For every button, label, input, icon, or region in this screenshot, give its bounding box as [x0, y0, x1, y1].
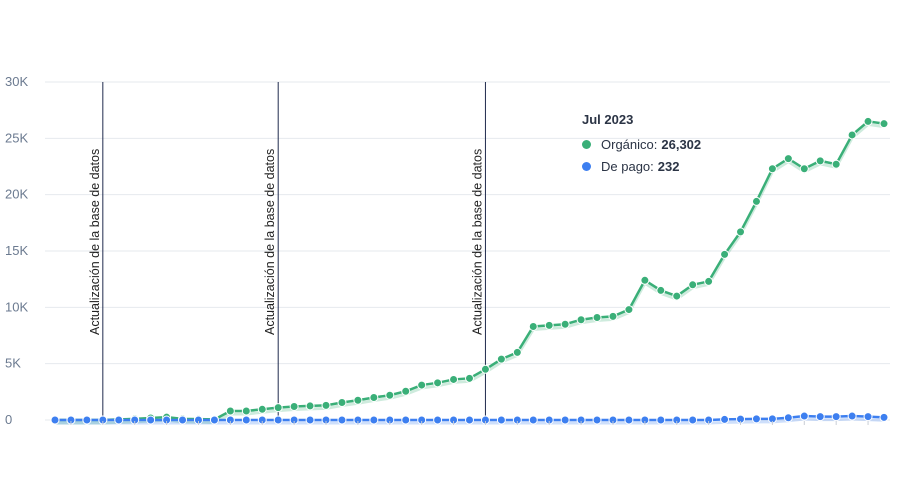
paid-point — [863, 412, 873, 422]
paid-point — [624, 415, 634, 425]
organic-point — [656, 285, 666, 295]
paid-point — [799, 411, 809, 421]
organic-point — [321, 400, 331, 410]
organic-point — [241, 406, 251, 416]
tooltip: Jul 2023 Orgánico: 26,302 De pago: 232 — [582, 112, 701, 177]
organic-point — [831, 159, 841, 169]
paid-point — [688, 415, 698, 425]
paid-point — [114, 415, 124, 425]
organic-legend-dot — [582, 139, 591, 149]
organic-point — [560, 319, 570, 329]
paid-point — [496, 415, 506, 425]
organic-point — [736, 227, 746, 237]
paid-point — [465, 415, 474, 425]
organic-point — [257, 404, 267, 414]
paid-point — [847, 411, 857, 421]
organic-point — [815, 156, 825, 166]
y-tick-label: 0 — [5, 412, 12, 427]
organic-point — [289, 401, 299, 411]
organic-point — [688, 280, 698, 290]
organic-point — [751, 196, 761, 206]
organic-point — [496, 354, 506, 364]
tooltip-row-organic: Orgánico: 26,302 — [582, 133, 701, 155]
paid-point — [560, 415, 570, 425]
organic-point — [353, 395, 363, 405]
annotation-label: Actualización de la base de datos — [88, 149, 102, 335]
paid-point — [369, 415, 379, 425]
organic-point — [385, 390, 395, 400]
paid-point — [337, 415, 347, 425]
annotation-label: Actualización de la base de datos — [470, 149, 484, 335]
y-tick-label: 15K — [5, 243, 28, 258]
paid-point — [783, 413, 793, 423]
tooltip-paid-value: 232 — [657, 158, 680, 174]
paid-point — [720, 414, 730, 424]
y-tick-label: 30K — [5, 74, 28, 89]
organic-point — [720, 249, 730, 259]
paid-legend-dot — [582, 161, 591, 171]
paid-point — [146, 415, 156, 425]
organic-point — [544, 320, 554, 330]
organic-point — [512, 347, 522, 357]
paid-point — [815, 412, 825, 422]
organic-point — [528, 321, 538, 331]
paid-point — [401, 415, 411, 425]
tooltip-paid-label: De pago — [601, 158, 651, 174]
organic-point — [401, 386, 411, 396]
paid-point — [241, 415, 251, 425]
organic-point — [767, 164, 777, 174]
organic-point — [624, 305, 634, 315]
organic-point — [576, 315, 586, 325]
organic-point — [305, 401, 315, 411]
paid-point — [751, 414, 761, 424]
organic-point — [847, 130, 857, 140]
paid-point — [178, 415, 188, 425]
paid-point — [831, 412, 841, 422]
x-axis-ticks — [70, 421, 869, 425]
annotation-lines: Actualización de la base de datos Actuali… — [88, 82, 486, 420]
organic-point — [480, 364, 490, 374]
organic-point — [337, 398, 347, 408]
organic-point — [640, 275, 650, 285]
y-tick-label: 25K — [5, 130, 28, 145]
organic-point — [863, 116, 873, 126]
organic-point — [449, 374, 459, 384]
organic-point — [704, 276, 714, 286]
tooltip-organic-value: 26,302 — [661, 136, 702, 152]
paid-point — [433, 415, 443, 425]
organic-point — [608, 311, 618, 321]
organic-point — [433, 378, 443, 388]
tooltip-row-paid: De pago: 232 — [582, 155, 701, 177]
paid-point — [528, 415, 538, 425]
organic-point — [273, 403, 283, 413]
organic-point — [369, 392, 379, 402]
paid-point — [305, 415, 315, 425]
y-tick-label: 5K — [5, 356, 21, 371]
paid-point — [50, 415, 60, 425]
paid-point — [82, 415, 92, 425]
organic-point — [783, 154, 793, 164]
paid-point — [879, 412, 889, 422]
tooltip-title: Jul 2023 — [582, 112, 634, 127]
grid-lines — [45, 81, 890, 421]
paid-point — [209, 415, 219, 425]
organic-point — [465, 373, 474, 383]
paid-point — [592, 415, 602, 425]
y-tick-label: 20K — [5, 187, 28, 202]
organic-point — [799, 164, 809, 174]
paid-point — [273, 415, 283, 425]
paid-point — [656, 415, 666, 425]
y-axis-tick-labels: 0 5K 10K 15K 20K 25K 30K — [5, 74, 28, 427]
organic-point — [879, 119, 889, 129]
tooltip-organic-label: Orgánico — [601, 136, 654, 152]
annotation-label: Actualización de la base de datos — [263, 149, 277, 335]
organic-point — [672, 291, 682, 301]
y-tick-label: 10K — [5, 299, 28, 314]
organic-point — [592, 312, 602, 322]
organic-point — [225, 406, 235, 416]
organic-point — [417, 380, 427, 390]
